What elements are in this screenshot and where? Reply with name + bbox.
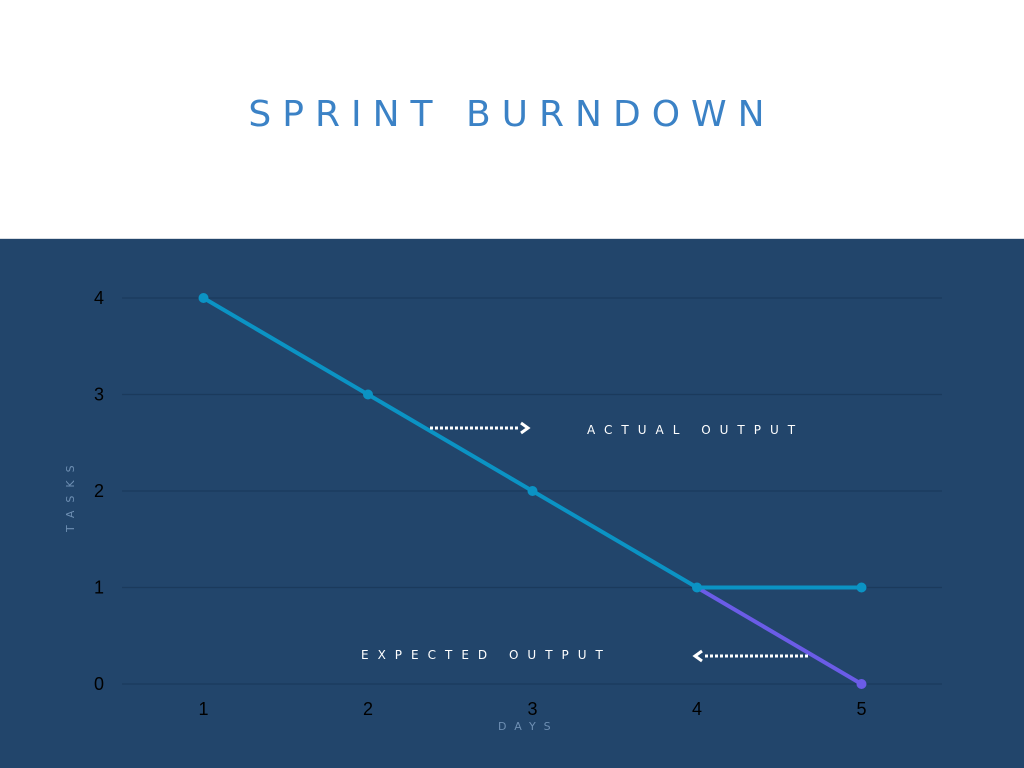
x-tick-label: 2 <box>363 699 373 719</box>
y-tick-label: 0 <box>94 674 104 694</box>
series-line <box>695 585 864 686</box>
y-tick-label: 2 <box>94 481 104 501</box>
series-points <box>198 293 867 689</box>
data-point <box>856 679 867 689</box>
actual-output-label: ACTUAL OUTPUT <box>587 423 804 437</box>
expected-output-label: EXPECTED OUTPUT <box>361 648 612 662</box>
x-tick-label: 5 <box>856 699 866 719</box>
y-tick-label: 4 <box>94 288 104 308</box>
x-tick-labels: 1 2 3 4 5 <box>198 699 866 719</box>
chart-title: SPRINT BURNDOWN <box>248 94 776 135</box>
arrow-left-icon <box>692 649 703 663</box>
x-tick-label: 1 <box>198 699 208 719</box>
x-axis-title: DAYS <box>498 720 559 733</box>
series-line <box>201 296 864 590</box>
x-tick-label: 3 <box>527 699 537 719</box>
arrow-right-icon <box>520 421 531 435</box>
expected-output-annotation: EXPECTED OUTPUT <box>361 648 808 663</box>
title-area: SPRINT BURNDOWN <box>0 0 1024 238</box>
data-point <box>198 293 209 303</box>
y-axis-title: TASKS <box>64 457 77 533</box>
x-tick-label: 4 <box>692 699 702 719</box>
data-point <box>363 389 373 400</box>
actual-output-annotation: ACTUAL OUTPUT <box>430 421 804 437</box>
y-tick-labels: 0 1 2 3 4 <box>94 288 104 694</box>
data-point <box>692 582 702 593</box>
data-point <box>527 486 538 496</box>
y-tick-label: 1 <box>94 578 104 598</box>
y-tick-label: 3 <box>94 385 104 405</box>
data-point <box>856 582 867 593</box>
